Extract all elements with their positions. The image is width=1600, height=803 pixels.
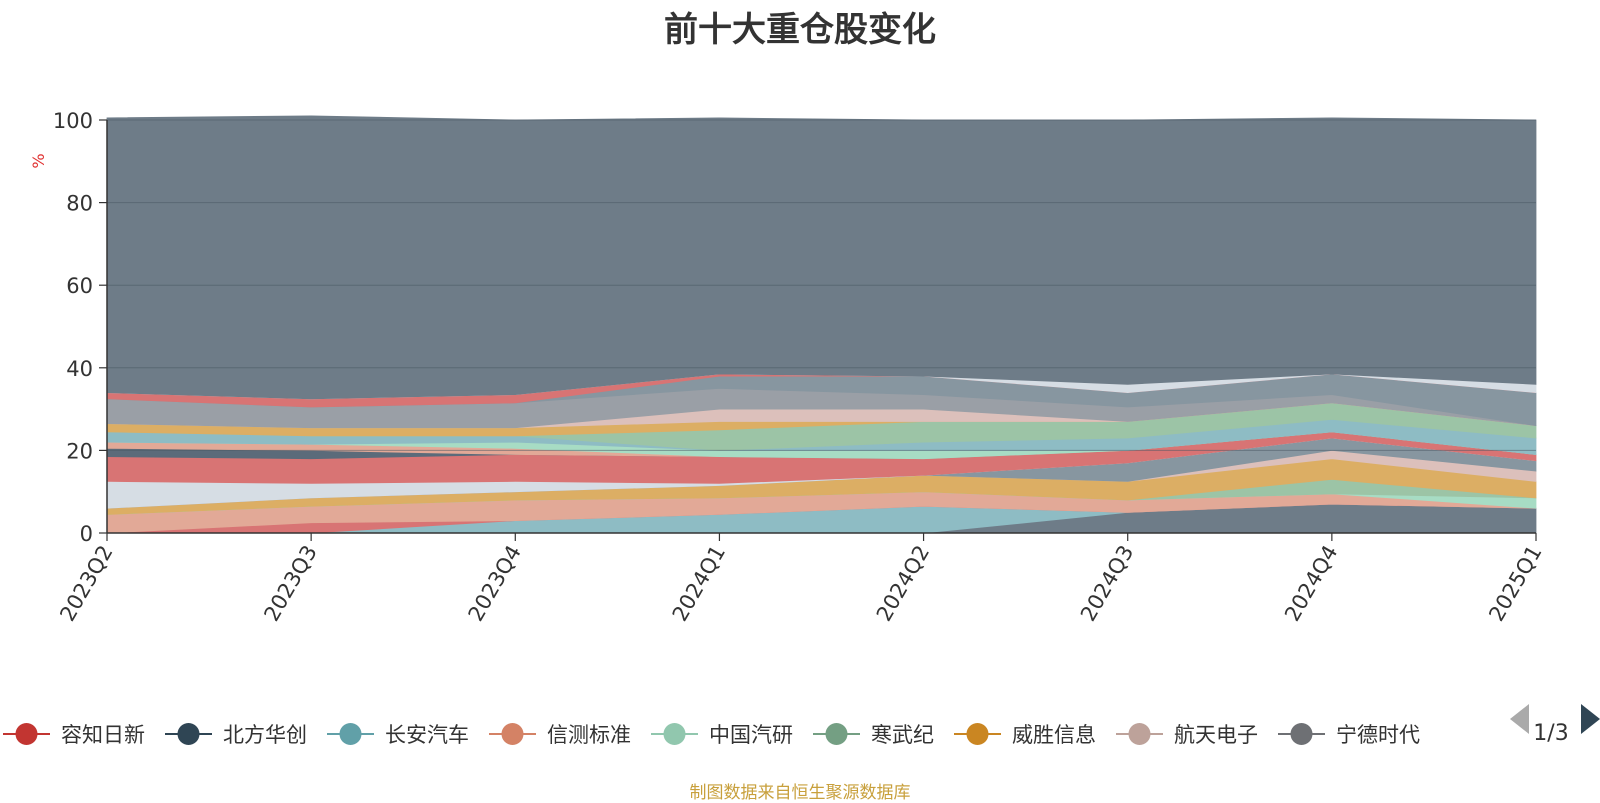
legend-label: 航天电子 bbox=[1174, 723, 1258, 747]
legend-prev-icon[interactable] bbox=[1510, 704, 1529, 734]
legend-page-indicator: 1/3 bbox=[1533, 721, 1568, 746]
x-tick-label: 2023Q2 bbox=[55, 541, 117, 625]
legend-item-1[interactable]: 北方华创 bbox=[165, 723, 307, 747]
legend-label: 宁德时代 bbox=[1336, 723, 1420, 747]
grid-layer bbox=[107, 119, 1536, 451]
legend-item-2[interactable]: 长安汽车 bbox=[327, 723, 469, 747]
legend-marker-icon bbox=[339, 723, 362, 745]
x-tick-label: 2025Q1 bbox=[1484, 541, 1546, 625]
x-tick-label: 2024Q1 bbox=[668, 541, 730, 625]
legend-item-6[interactable]: 威胜信息 bbox=[954, 723, 1096, 747]
y-tick-label: 40 bbox=[66, 357, 93, 381]
x-tick-label: 2024Q4 bbox=[1280, 541, 1342, 625]
legend-item-3[interactable]: 信测标准 bbox=[489, 723, 631, 747]
legend-marker-icon bbox=[1290, 723, 1313, 745]
legend-label: 寒武纪 bbox=[871, 723, 934, 747]
legend-item-7[interactable]: 航天电子 bbox=[1116, 723, 1258, 747]
legend-marker-icon bbox=[966, 723, 989, 745]
x-tick-label: 2024Q3 bbox=[1076, 541, 1138, 625]
legend-label: 长安汽车 bbox=[385, 723, 469, 747]
legend-item-4[interactable]: 中国汽研 bbox=[651, 723, 793, 747]
legend-marker-icon bbox=[825, 723, 848, 745]
y-tick-label: 80 bbox=[66, 192, 93, 216]
areas-layer bbox=[106, 115, 1537, 534]
x-tick-label: 2023Q3 bbox=[259, 541, 321, 625]
legend-label: 威胜信息 bbox=[1012, 723, 1096, 747]
legend-item-5[interactable]: 寒武纪 bbox=[813, 723, 934, 747]
legend-next-icon[interactable] bbox=[1581, 704, 1600, 734]
legend-label: 北方华创 bbox=[223, 723, 307, 747]
y-tick-label: 60 bbox=[66, 274, 93, 298]
chart-title: 前十大重仓股变化 bbox=[664, 10, 936, 50]
x-tick-label: 2024Q2 bbox=[872, 541, 934, 625]
legend-item-0[interactable]: 容知日新 bbox=[3, 723, 145, 747]
legend-pager: 1/3 bbox=[1510, 704, 1600, 746]
legend-marker-icon bbox=[177, 723, 200, 745]
y-axis-unit: % bbox=[29, 153, 48, 168]
y-tick-label: 100 bbox=[53, 109, 93, 133]
legend-marker-icon bbox=[1128, 723, 1151, 745]
source-note: 制图数据来自恒生聚源数据库 bbox=[689, 783, 911, 803]
legend-item-8[interactable]: 宁德时代 bbox=[1278, 723, 1420, 747]
area-series-22 bbox=[106, 115, 1537, 400]
legend-marker-icon bbox=[15, 723, 38, 745]
y-tick-label: 0 bbox=[80, 522, 93, 546]
legend-label: 中国汽研 bbox=[709, 723, 793, 747]
legend-marker-icon bbox=[663, 723, 686, 745]
legend-marker-icon bbox=[501, 723, 524, 745]
legend-label: 信测标准 bbox=[547, 723, 631, 747]
x-tick-label: 2023Q4 bbox=[464, 541, 526, 625]
legend: 容知日新 北方华创 长安汽车 信测标准 中国汽研 寒武纪 威胜信息 航天电子 宁德时代 bbox=[3, 723, 1420, 747]
legend-label: 容知日新 bbox=[61, 723, 145, 747]
y-tick-label: 20 bbox=[66, 439, 93, 463]
